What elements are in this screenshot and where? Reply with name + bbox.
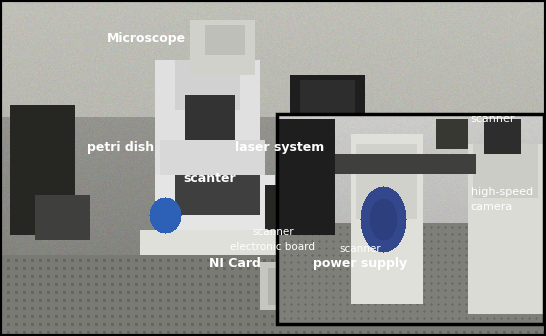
Text: scanner: scanner bbox=[252, 227, 294, 237]
Text: scanner: scanner bbox=[471, 114, 515, 124]
Text: NI Card: NI Card bbox=[209, 257, 261, 270]
Text: petri dish: petri dish bbox=[87, 141, 155, 154]
Text: scanter: scanter bbox=[183, 172, 235, 184]
Text: high-speed: high-speed bbox=[471, 186, 533, 197]
Text: Microscope: Microscope bbox=[106, 32, 186, 45]
Text: scanner: scanner bbox=[340, 244, 381, 254]
Text: laser system: laser system bbox=[235, 141, 324, 154]
Text: camera: camera bbox=[471, 202, 513, 212]
Text: power supply: power supply bbox=[313, 257, 407, 270]
Bar bbox=[277, 114, 544, 324]
Text: electronic board: electronic board bbox=[230, 242, 316, 252]
